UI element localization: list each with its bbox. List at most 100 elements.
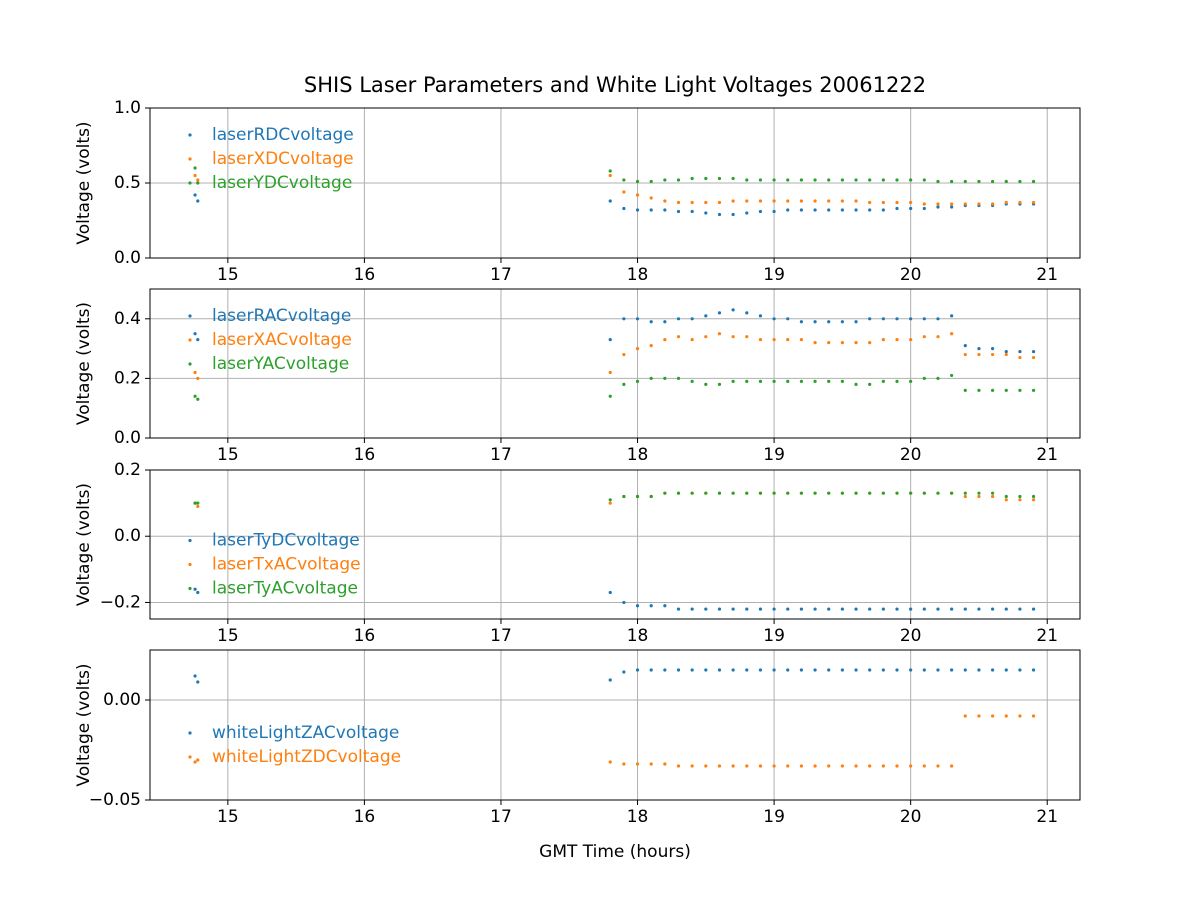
y-tick-label: 0.4 [114, 309, 141, 329]
data-point [990, 179, 995, 184]
data-point [663, 668, 667, 672]
data-point [772, 317, 776, 321]
data-point [690, 668, 694, 672]
data-point [799, 764, 804, 768]
data-point [622, 600, 626, 605]
legend-marker [188, 586, 192, 591]
data-point [622, 317, 626, 321]
data-point [1018, 179, 1022, 184]
data-point [1018, 200, 1022, 205]
data-point [868, 341, 872, 345]
data-point [196, 376, 200, 380]
data-point [868, 607, 872, 611]
data-point [840, 379, 844, 383]
data-point [854, 208, 858, 212]
data-point [704, 668, 708, 672]
data-point [772, 199, 776, 203]
data-point [799, 320, 804, 324]
data-point [922, 668, 926, 672]
data-point [704, 382, 708, 386]
data-point [676, 376, 681, 380]
data-point [909, 338, 913, 342]
series [193, 193, 1036, 217]
x-tick-label: 16 [354, 445, 376, 465]
data-point [909, 668, 913, 672]
x-tick-label: 16 [354, 807, 376, 827]
data-point [990, 714, 995, 718]
data-point [977, 607, 981, 611]
data-point [196, 181, 200, 185]
data-point [786, 338, 790, 342]
data-point [840, 320, 844, 324]
data-point [881, 338, 885, 342]
data-point [840, 199, 844, 203]
data-point [922, 178, 926, 182]
data-point [799, 199, 804, 203]
data-point [731, 668, 735, 672]
data-point [193, 173, 197, 178]
data-point [731, 379, 735, 383]
data-point [731, 607, 735, 611]
y-tick-label: 0.00 [103, 690, 141, 710]
data-point [676, 764, 681, 768]
data-point [635, 379, 640, 383]
y-tick-label: −0.05 [89, 790, 141, 810]
data-point [1018, 388, 1022, 392]
data-point [827, 491, 831, 495]
data-point [704, 764, 708, 768]
data-point [193, 587, 197, 591]
data-point [950, 668, 954, 672]
data-point [635, 762, 640, 766]
data-point [990, 668, 995, 672]
data-point [690, 379, 694, 383]
data-point [813, 379, 817, 383]
data-point [895, 317, 899, 321]
data-point [840, 178, 844, 182]
data-point [881, 379, 885, 383]
data-point [663, 376, 667, 380]
data-point [922, 764, 926, 768]
x-tick-label: 17 [490, 445, 512, 465]
data-point [936, 764, 940, 768]
data-point [854, 178, 858, 182]
series [193, 714, 1036, 768]
data-point [881, 178, 885, 182]
data-point [922, 335, 926, 339]
data-point [622, 382, 626, 386]
data-point [676, 178, 681, 182]
data-point [663, 604, 667, 608]
data-point [772, 607, 776, 611]
data-point [963, 607, 967, 611]
data-point [193, 674, 197, 678]
data-point [950, 202, 954, 206]
data-point [635, 668, 640, 672]
data-point [881, 208, 885, 212]
data-point [977, 347, 981, 351]
data-point [868, 382, 872, 386]
legend-marker [188, 181, 192, 185]
data-point [827, 764, 831, 768]
data-point [963, 388, 967, 392]
data-point [1031, 607, 1036, 611]
data-point [799, 338, 804, 342]
data-point [608, 370, 612, 375]
data-point [909, 379, 913, 383]
series [193, 491, 1036, 509]
x-tick-label: 17 [490, 626, 512, 646]
data-point [840, 491, 844, 495]
legend-label: laserYACvoltage [212, 354, 349, 374]
data-point [608, 173, 612, 178]
legend-label: laserXDCvoltage [212, 149, 354, 169]
legend-label: laserRDCvoltage [212, 125, 354, 145]
data-point [950, 179, 954, 184]
data-point [731, 176, 735, 181]
data-point [676, 200, 681, 205]
data-point [936, 179, 940, 184]
data-point [196, 590, 200, 595]
data-point [608, 760, 612, 764]
data-point [196, 338, 200, 342]
data-point [922, 491, 926, 495]
data-point [990, 202, 995, 206]
data-point [990, 352, 995, 357]
